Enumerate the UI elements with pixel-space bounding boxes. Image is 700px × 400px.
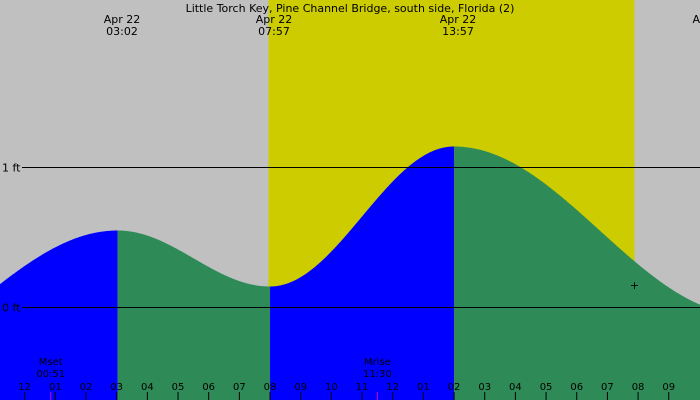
x-tick-label-14: 01 <box>417 382 430 393</box>
top-event-date-3: A <box>692 13 700 26</box>
x-tick-label-18: 05 <box>540 382 553 393</box>
x-tick-label-20: 07 <box>601 382 614 393</box>
x-tick-label-4: 03 <box>110 382 123 393</box>
x-tick-label-8: 07 <box>233 382 246 393</box>
top-event-time-1: 07:57 <box>258 25 290 38</box>
top-event-time-0: 03:02 <box>106 25 138 38</box>
tide-areas <box>0 146 700 400</box>
rising-tide-area-2 <box>270 146 455 400</box>
x-tick-label-13: 12 <box>386 382 399 393</box>
moon-event-label-1: Mrise <box>364 357 391 368</box>
x-tick-label-15: 02 <box>448 382 461 393</box>
x-tick-label-2: 01 <box>49 382 62 393</box>
rising-tide-area-0 <box>0 230 118 400</box>
x-tick-label-6: 05 <box>172 382 185 393</box>
x-tick-label-9: 08 <box>264 382 277 393</box>
x-axis-ticks: 1112010203040506070809101112010203040506… <box>0 382 675 400</box>
top-event-time-2: 13:57 <box>442 25 474 38</box>
falling-tide-area-3 <box>454 146 700 400</box>
falling-tide-area-1 <box>117 230 271 400</box>
gridline-0ft-label: 0 ft <box>2 302 21 315</box>
x-tick-label-19: 06 <box>570 382 583 393</box>
chart-title: Little Torch Key, Pine Channel Bridge, s… <box>186 2 515 15</box>
x-tick-label-17: 04 <box>509 382 522 393</box>
x-tick-label-22: 09 <box>662 382 675 393</box>
x-tick-label-12: 11 <box>356 382 369 393</box>
moon-event-label-0: Mset <box>39 357 63 368</box>
top-event-date-2: Apr 22 <box>440 13 477 26</box>
sunset-marker: + <box>630 279 639 292</box>
x-tick-label-10: 09 <box>294 382 307 393</box>
top-event-date-1: Apr 22 <box>256 13 293 26</box>
x-tick-label-21: 08 <box>632 382 645 393</box>
x-tick-label-11: 10 <box>325 382 338 393</box>
top-event-date-0: Apr 22 <box>104 13 141 26</box>
x-tick-label-3: 02 <box>80 382 93 393</box>
x-tick-label-7: 06 <box>202 382 215 393</box>
gridline-1ft-label: 1 ft <box>2 162 21 175</box>
moon-event-time-1: 11:30 <box>363 369 392 380</box>
x-tick-label-5: 04 <box>141 382 154 393</box>
moon-event-time-0: 00:51 <box>36 369 65 380</box>
x-tick-label-1: 12 <box>18 382 31 393</box>
x-tick-label-16: 03 <box>478 382 491 393</box>
